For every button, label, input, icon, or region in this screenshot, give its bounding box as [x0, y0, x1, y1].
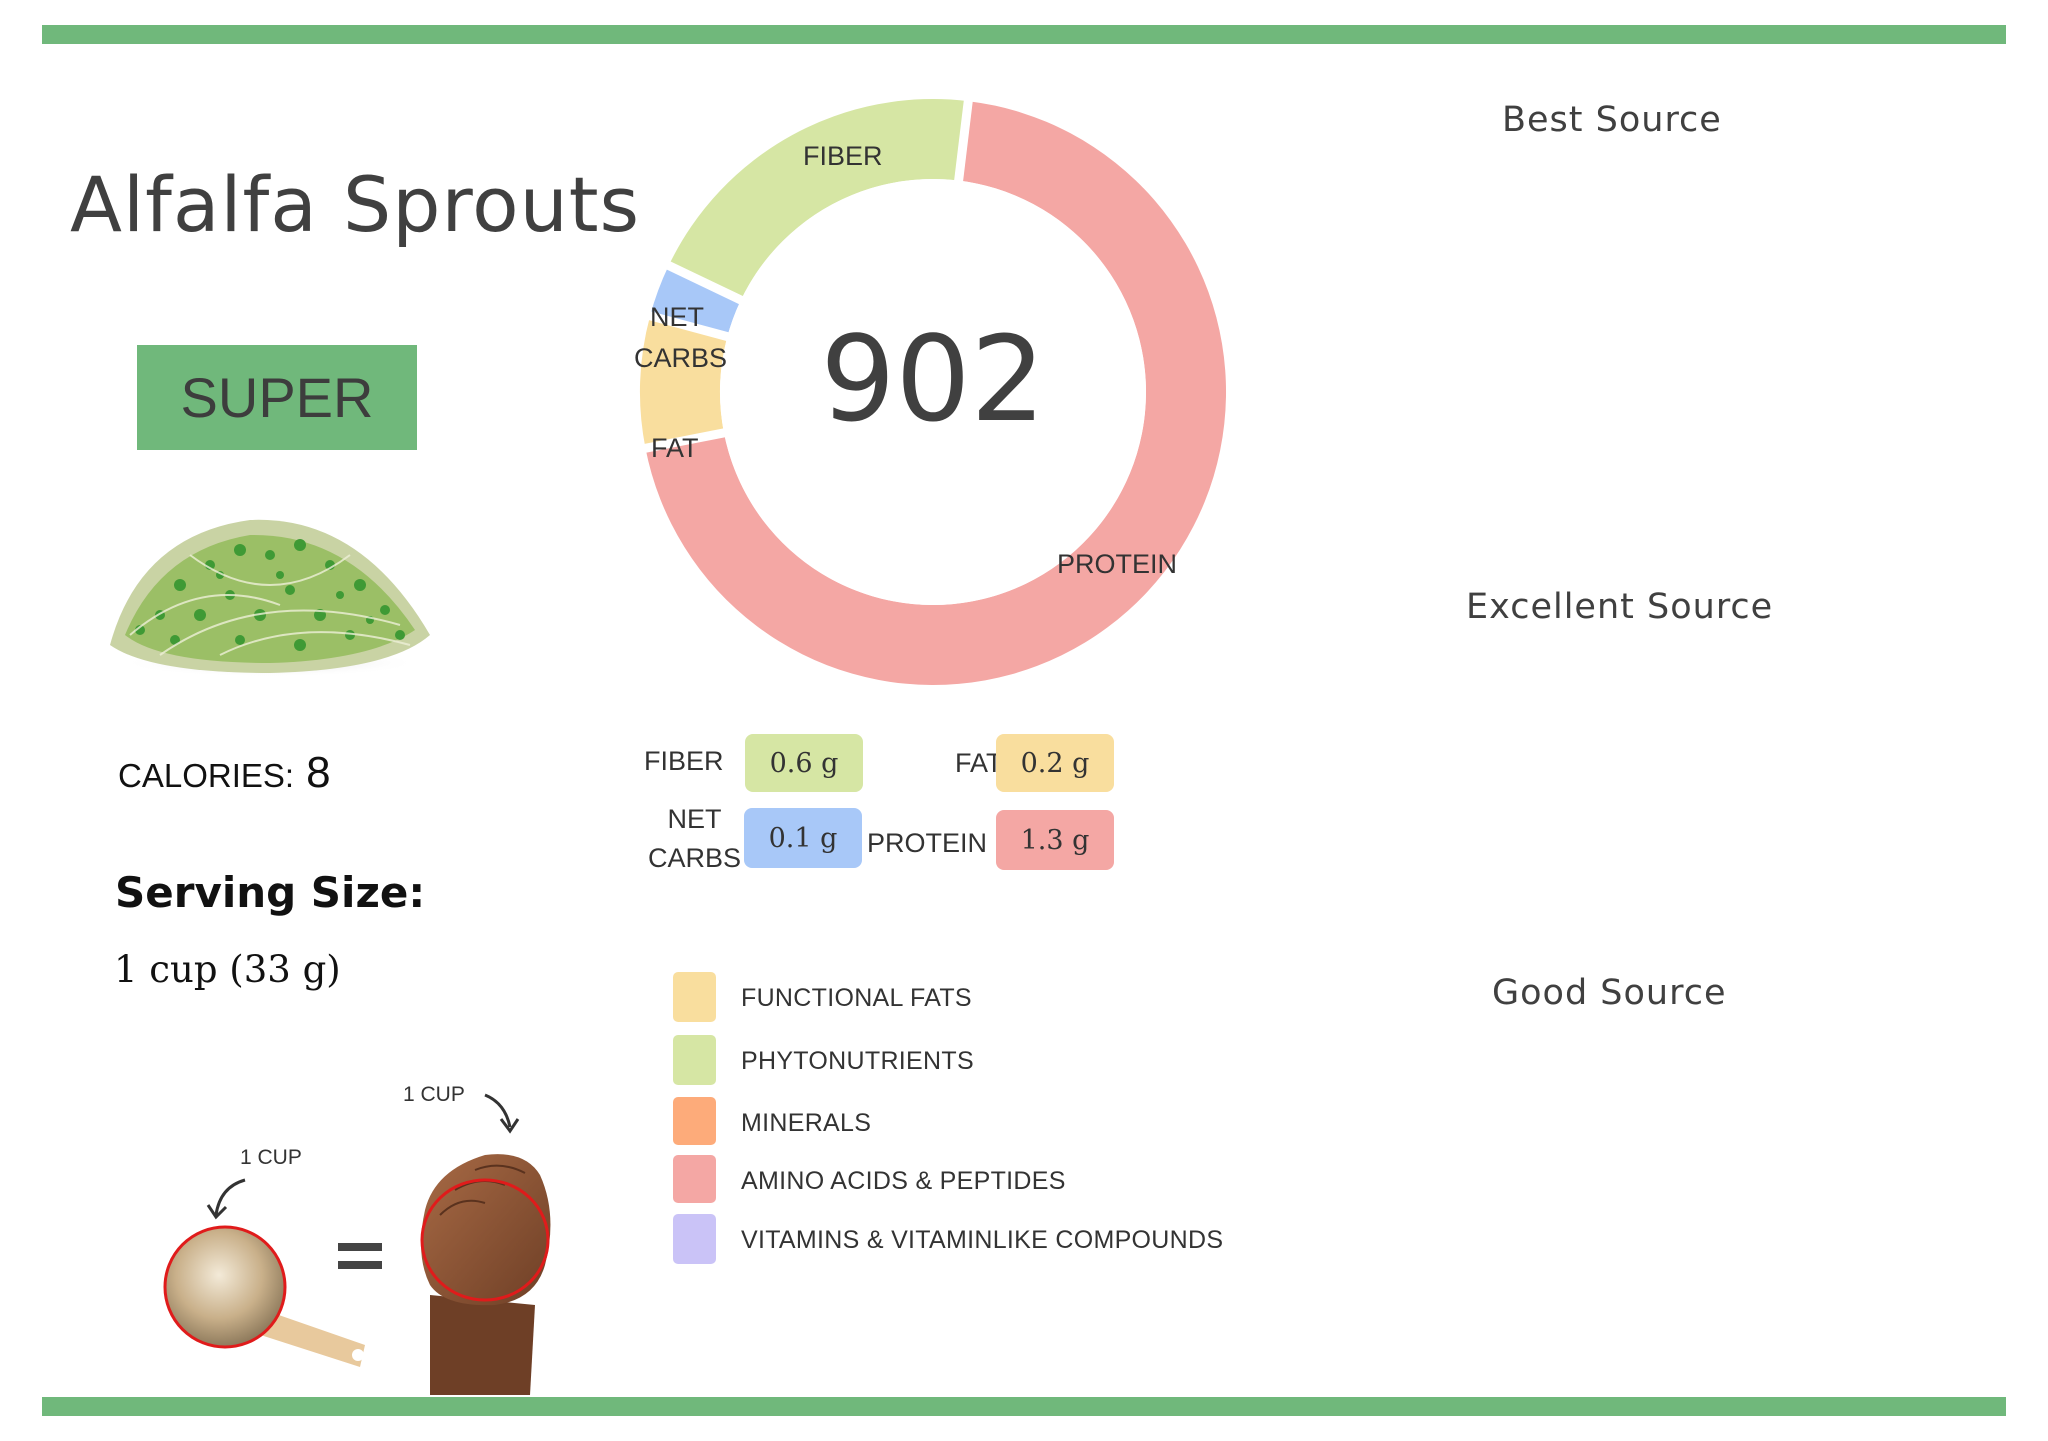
equals-sign — [338, 1243, 382, 1251]
calories-value: 8 — [306, 748, 331, 797]
macro-value-fiber: 0.6 g — [745, 734, 863, 792]
macro-label-fiber: FIBER — [644, 746, 724, 776]
donut-segment-fiber — [668, 99, 969, 301]
legend-label: MINERALS — [741, 1109, 872, 1137]
macro-label-net-carbs: NET CARBS — [648, 800, 741, 878]
donut-label-net: NET — [650, 302, 704, 332]
macro-value-net-carbs: 0.1 g — [744, 808, 862, 868]
alfalfa-sprouts-image — [110, 519, 430, 677]
legend-item-phytonutrients: PHYTONUTRIENTS — [673, 1035, 1233, 1087]
donut-label-protein: PROTEIN — [1057, 549, 1178, 579]
calories: CALORIES: 8 — [118, 748, 331, 798]
legend-swatch — [673, 1035, 716, 1085]
cup-equals-fist-graphic — [163, 1093, 551, 1395]
calories-label: CALORIES: — [118, 757, 295, 794]
serving-size-value: 1 cup (33 g) — [114, 948, 341, 991]
serving-size-label: Serving Size: — [115, 868, 426, 917]
best-source-heading: Best Source — [1502, 100, 1722, 140]
bottom-accent-bar — [42, 1397, 2006, 1416]
top-accent-bar — [42, 25, 2006, 44]
macro-value-fat: 0.2 g — [996, 734, 1114, 792]
legend-swatch — [673, 1155, 716, 1203]
legend-label: PHYTONUTRIENTS — [741, 1047, 974, 1075]
rating-badge: SUPER — [137, 345, 417, 450]
legend-item-minerals: MINERALS — [673, 1097, 1233, 1149]
legend-item-vitamins: VITAMINS & VITAMINLIKE COMPOUNDS — [673, 1214, 1233, 1266]
legend-label: AMINO ACIDS & PEPTIDES — [741, 1167, 1066, 1195]
page-title: Alfalfa Sprouts — [70, 160, 641, 249]
legend-item-functional-fats: FUNCTIONAL FATS — [673, 972, 1233, 1024]
serving-illustration: 1 CUP 1 CUP — [140, 1075, 580, 1395]
macro-label-carbs-line: CARBS — [648, 843, 742, 874]
nutrient-score: 902 — [820, 310, 1046, 448]
macro-label-net-line: NET — [667, 804, 722, 834]
macro-value-protein: 1.3 g — [996, 810, 1114, 870]
macro-label-protein: PROTEIN — [867, 828, 988, 858]
fist-label: 1 CUP — [403, 1083, 465, 1106]
donut-label-fat: FAT — [651, 433, 699, 463]
legend-swatch — [673, 1214, 716, 1264]
legend-label: VITAMINS & VITAMINLIKE COMPOUNDS — [741, 1226, 1224, 1254]
excellent-source-heading: Excellent Source — [1466, 587, 1774, 627]
legend-item-amino-acids: AMINO ACIDS & PEPTIDES — [673, 1155, 1233, 1207]
cup-label: 1 CUP — [240, 1146, 302, 1169]
legend-swatch — [673, 972, 716, 1022]
legend-swatch — [673, 1097, 716, 1145]
donut-label-fiber: FIBER — [803, 141, 883, 171]
donut-label-carbs: CARBS — [634, 343, 728, 373]
legend-label: FUNCTIONAL FATS — [741, 984, 972, 1012]
good-source-heading: Good Source — [1492, 973, 1727, 1013]
macro-label-fat: FAT — [955, 748, 1003, 778]
